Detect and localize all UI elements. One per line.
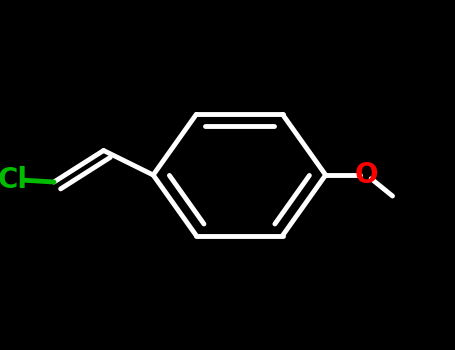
Text: Cl: Cl [0, 166, 28, 194]
Text: O: O [355, 161, 379, 189]
